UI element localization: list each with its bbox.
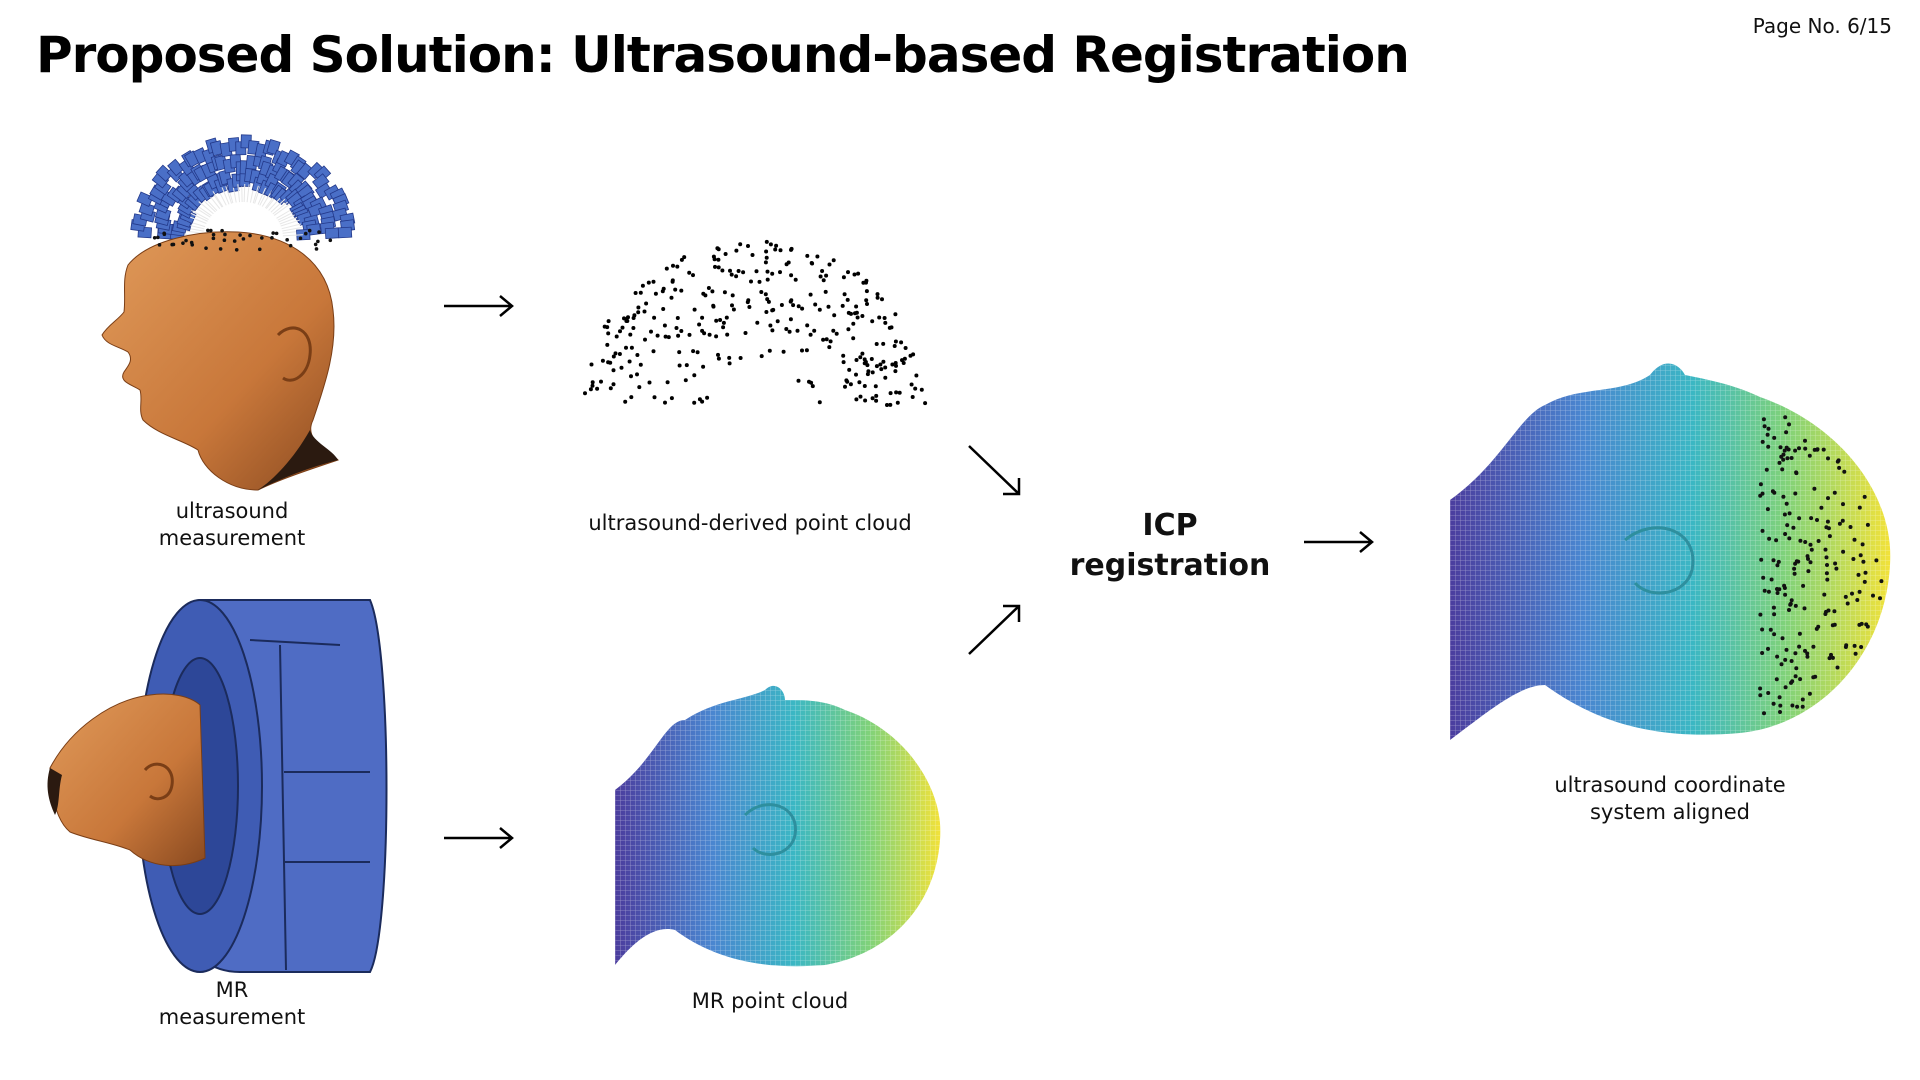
mr-point-cloud — [615, 685, 941, 967]
aligned-ear — [1624, 526, 1695, 595]
page-number: Page No. 6/15 — [1752, 14, 1892, 38]
right-arrow-icon — [444, 827, 514, 849]
diagonal-up-arrow-icon — [968, 604, 1021, 655]
slide-title: Proposed Solution: Ultrasound-based Regi… — [36, 26, 1410, 84]
ultrasound-point-cloud-label: ultrasound-derived point cloud — [588, 511, 912, 535]
mr-point-cloud-mesh — [615, 685, 941, 967]
diagonal-down-arrow-icon — [968, 445, 1021, 496]
ear — [276, 326, 312, 382]
aligned-result-label: ultrasound coordinate system aligned — [1554, 773, 1786, 824]
head-profile — [101, 231, 339, 491]
mr-measurement-illustration — [47, 599, 388, 973]
icp-registration-label: ICP registration — [1069, 508, 1271, 583]
right-arrow-icon — [1304, 531, 1374, 553]
ultrasound-point-cloud — [583, 239, 928, 407]
mr-head-chin — [47, 768, 62, 815]
mr-head — [49, 693, 206, 867]
mr-scanner-panel-lines — [249, 639, 370, 971]
right-arrow-icon — [444, 295, 514, 317]
mr-measurement-label: MR measurement — [158, 978, 306, 1029]
ultrasound-measurement-illustration — [101, 134, 356, 491]
ultrasound-measurement-label: ultrasound measurement — [158, 499, 306, 550]
mr-point-cloud-label: MR point cloud — [691, 989, 849, 1013]
ultrasound-probe-array — [130, 134, 356, 241]
aligned-result — [1450, 363, 1891, 740]
mr-ear — [143, 762, 174, 801]
mr-point-cloud-ear — [743, 803, 797, 856]
neck-shadow — [258, 430, 338, 490]
aligned-head-mesh — [1450, 363, 1891, 740]
